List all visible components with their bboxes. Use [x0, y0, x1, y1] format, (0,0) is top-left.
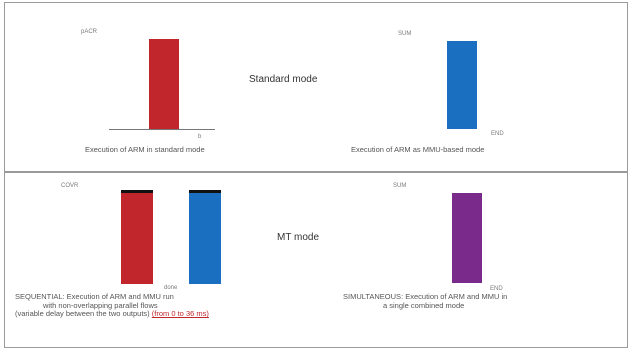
mt-right-tick-label: END — [490, 286, 503, 292]
mt-left-tick-label: done — [164, 285, 178, 291]
mt-right-top-label: SUM — [393, 183, 407, 189]
mt-left-caption-line: (variable delay between the two outputs)… — [15, 309, 209, 319]
standard-right-top-label: SUM — [398, 31, 412, 37]
mt-left-caption-line: with non-overlapping parallel flows — [43, 300, 158, 310]
standard-mode-panel: pACR b Execution of ARM in standard mode… — [4, 2, 628, 172]
mt-right-bar — [452, 193, 482, 283]
mt-left-top-label: COVR — [61, 183, 79, 189]
standard-mode-title: Standard mode — [249, 74, 318, 85]
standard-left-baseline — [109, 129, 215, 130]
mt-right-caption-line: a single combined mode — [383, 300, 465, 310]
standard-left-bar — [149, 39, 179, 129]
standard-left-top-label: pACR — [81, 29, 98, 35]
standard-right-caption: Execution of ARM as MMU-based mode — [351, 145, 485, 154]
standard-right-tick-label: END — [491, 131, 504, 137]
mt-left-bar-blue — [189, 190, 221, 284]
mt-left-caption: SEQUENTIAL: Execution of ARM and MMU run… — [15, 292, 209, 319]
mt-right-caption: SIMULTANEOUS: Execution of ARM and MMU i… — [343, 292, 508, 310]
standard-left-caption: Execution of ARM in standard mode — [85, 145, 205, 154]
mt-right-caption-line: SIMULTANEOUS: Execution of ARM and MMU i… — [343, 292, 508, 301]
standard-left-tick-label: b — [198, 134, 202, 140]
mt-mode-title: MT mode — [277, 232, 320, 243]
mt-left-caption-delay: (variable delay between the two outputs) — [15, 309, 150, 319]
mt-left-caption-emphasis: (from 0 to 36 ms) — [151, 309, 209, 319]
mt-mode-panel: COVR done MT mode SUM END SEQUENTIAL: Ex… — [4, 172, 628, 348]
mt-left-bar-red — [121, 190, 153, 284]
standard-right-bar — [447, 41, 477, 129]
mt-left-caption-line: SEQUENTIAL: Execution of ARM and MMU run — [15, 292, 174, 301]
